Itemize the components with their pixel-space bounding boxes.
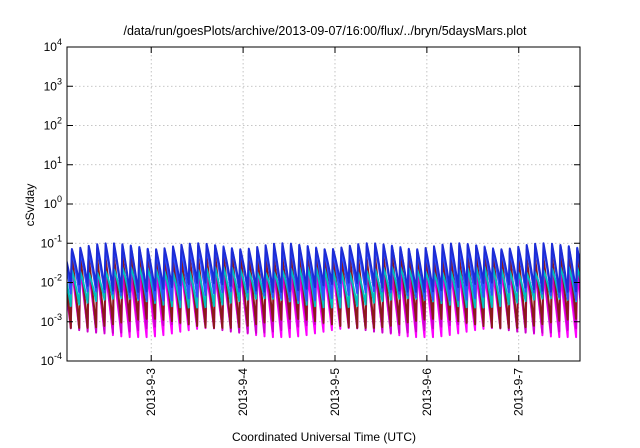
y-axis-label: cSv/day <box>23 184 37 227</box>
y-tick-label: 10-4 <box>41 351 62 368</box>
y-tick-label: 10-3 <box>41 312 62 329</box>
x-tick-label: 2013-9-3 <box>144 368 158 416</box>
y-axis: 10-4 10-3 10-2 10-1 100 101 102 103 104 <box>41 37 580 368</box>
x-tick-label: 2013-9-4 <box>236 368 250 416</box>
x-tick-label: 2013-9-5 <box>328 368 342 416</box>
y-tick-label: 10-1 <box>41 233 62 250</box>
series-line <box>67 242 580 293</box>
y-tick-label: 101 <box>44 155 62 172</box>
y-tick-label: 100 <box>44 194 62 211</box>
chart-title: /data/run/goesPlots/archive/2013-09-07/1… <box>123 24 527 38</box>
x-axis-label: Coordinated Universal Time (UTC) <box>232 430 416 444</box>
x-axis: 2013-9-3 2013-9-4 2013-9-5 2013-9-6 2013-9-7 <box>144 47 526 416</box>
y-tick-label: 103 <box>44 76 62 93</box>
y-tick-label: 104 <box>44 37 62 54</box>
x-tick-label: 2013-9-7 <box>512 368 526 416</box>
series-line <box>67 265 580 309</box>
y-tick-label: 10-2 <box>41 273 62 290</box>
x-tick-label: 2013-9-6 <box>420 368 434 416</box>
y-tick-label: 102 <box>44 116 62 133</box>
series-layer <box>67 242 580 339</box>
